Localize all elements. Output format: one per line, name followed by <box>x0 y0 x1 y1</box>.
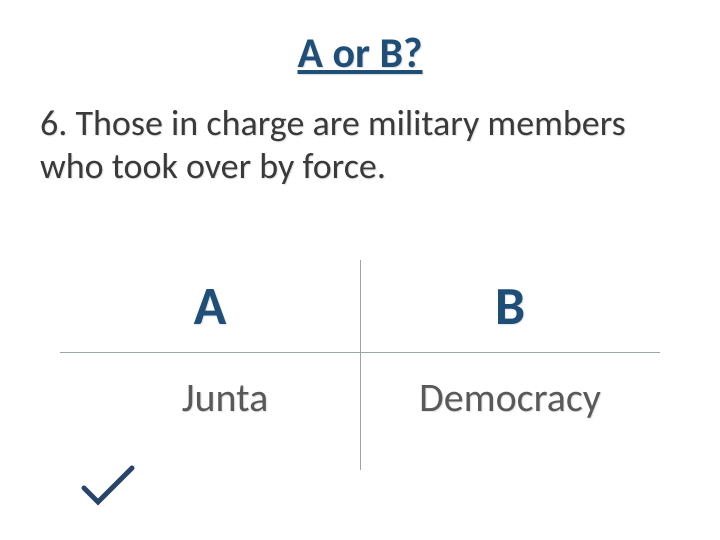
option-a-header: A <box>60 260 360 352</box>
question-text: 6. Those in charge are military members … <box>40 102 680 188</box>
option-b-answer-cell: Democracy <box>360 352 660 442</box>
slide: A or B? 6. Those in charge are military … <box>0 0 720 540</box>
slide-title: A or B? <box>0 28 720 79</box>
options-grid: A B Junta Democracy <box>60 260 660 470</box>
checkmark-icon <box>78 462 138 512</box>
option-b-header: B <box>360 260 660 352</box>
option-b-answer-text: Democracy <box>419 373 601 422</box>
option-a-answer-cell: Junta <box>60 352 360 442</box>
option-a-answer-text: Junta <box>182 373 268 422</box>
